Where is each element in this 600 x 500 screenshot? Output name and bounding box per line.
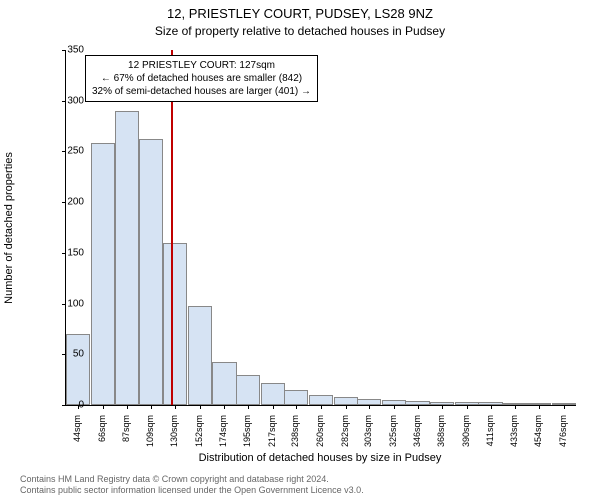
- histogram-bar: [163, 243, 187, 405]
- annotation-box: 12 PRIESTLEY COURT: 127sqm← 67% of detac…: [85, 55, 318, 102]
- histogram-bar: [139, 139, 163, 405]
- x-tick-label: 303sqm: [363, 415, 373, 465]
- x-tick-label: 282sqm: [340, 415, 350, 465]
- x-tick-label: 152sqm: [194, 415, 204, 465]
- y-tick-label: 50: [44, 349, 84, 360]
- footer-line-2: Contains public sector information licen…: [20, 485, 364, 496]
- x-tick-label: 433sqm: [509, 415, 519, 465]
- y-axis-label: Number of detached properties: [2, 50, 16, 405]
- x-tick-label: 454sqm: [533, 415, 543, 465]
- x-tick-label: 476sqm: [558, 415, 568, 465]
- histogram-bar: [212, 362, 236, 405]
- x-tick-label: 109sqm: [145, 415, 155, 465]
- x-tick-label: 130sqm: [169, 415, 179, 465]
- y-tick-label: 200: [44, 197, 84, 208]
- x-tick-mark: [151, 405, 152, 409]
- x-tick-mark: [175, 405, 176, 409]
- histogram-bar: [91, 143, 115, 405]
- x-tick-mark: [127, 405, 128, 409]
- x-tick-mark: [394, 405, 395, 409]
- x-tick-label: 238sqm: [290, 415, 300, 465]
- x-tick-mark: [346, 405, 347, 409]
- x-tick-mark: [321, 405, 322, 409]
- y-tick-label: 250: [44, 146, 84, 157]
- x-tick-mark: [248, 405, 249, 409]
- x-tick-mark: [467, 405, 468, 409]
- x-tick-mark: [273, 405, 274, 409]
- y-tick-label: 100: [44, 298, 84, 309]
- histogram-bar: [188, 306, 212, 405]
- annotation-line: 32% of semi-detached houses are larger (…: [92, 85, 311, 98]
- x-tick-mark: [515, 405, 516, 409]
- plot-region: [65, 50, 575, 405]
- x-tick-mark: [491, 405, 492, 409]
- x-tick-mark: [296, 405, 297, 409]
- x-tick-mark: [539, 405, 540, 409]
- footer-line-1: Contains HM Land Registry data © Crown c…: [20, 474, 364, 485]
- x-tick-label: 346sqm: [412, 415, 422, 465]
- x-tick-label: 44sqm: [72, 415, 82, 465]
- x-tick-mark: [103, 405, 104, 409]
- histogram-bar: [334, 397, 358, 405]
- x-tick-label: 390sqm: [461, 415, 471, 465]
- x-tick-mark: [200, 405, 201, 409]
- x-tick-mark: [564, 405, 565, 409]
- histogram-bar: [309, 395, 333, 405]
- chart-title-sub: Size of property relative to detached ho…: [0, 24, 600, 38]
- y-tick-label: 0: [44, 400, 84, 411]
- x-tick-mark: [224, 405, 225, 409]
- x-tick-label: 87sqm: [121, 415, 131, 465]
- x-tick-label: 411sqm: [485, 415, 495, 465]
- chart-title-main: 12, PRIESTLEY COURT, PUDSEY, LS28 9NZ: [0, 6, 600, 21]
- histogram-bar: [115, 111, 139, 405]
- x-tick-label: 66sqm: [97, 415, 107, 465]
- x-tick-label: 174sqm: [218, 415, 228, 465]
- histogram-bar: [66, 334, 90, 405]
- histogram-bar: [236, 375, 260, 405]
- histogram-bar: [284, 390, 308, 405]
- histogram-bar: [261, 383, 285, 405]
- x-tick-mark: [369, 405, 370, 409]
- x-tick-mark: [442, 405, 443, 409]
- y-tick-label: 150: [44, 247, 84, 258]
- property-marker-line: [171, 50, 173, 405]
- x-tick-mark: [418, 405, 419, 409]
- y-tick-label: 350: [44, 45, 84, 56]
- plot-area: [65, 50, 576, 406]
- annotation-line: ← 67% of detached houses are smaller (84…: [92, 72, 311, 85]
- chart-container: 12, PRIESTLEY COURT, PUDSEY, LS28 9NZ Si…: [0, 0, 600, 500]
- annotation-line: 12 PRIESTLEY COURT: 127sqm: [92, 59, 311, 72]
- footer-attribution: Contains HM Land Registry data © Crown c…: [20, 474, 364, 496]
- x-tick-label: 325sqm: [388, 415, 398, 465]
- y-axis-label-text: Number of detached properties: [3, 152, 15, 304]
- x-tick-label: 260sqm: [315, 415, 325, 465]
- y-tick-label: 300: [44, 95, 84, 106]
- x-tick-label: 217sqm: [267, 415, 277, 465]
- x-tick-label: 368sqm: [436, 415, 446, 465]
- x-tick-label: 195sqm: [242, 415, 252, 465]
